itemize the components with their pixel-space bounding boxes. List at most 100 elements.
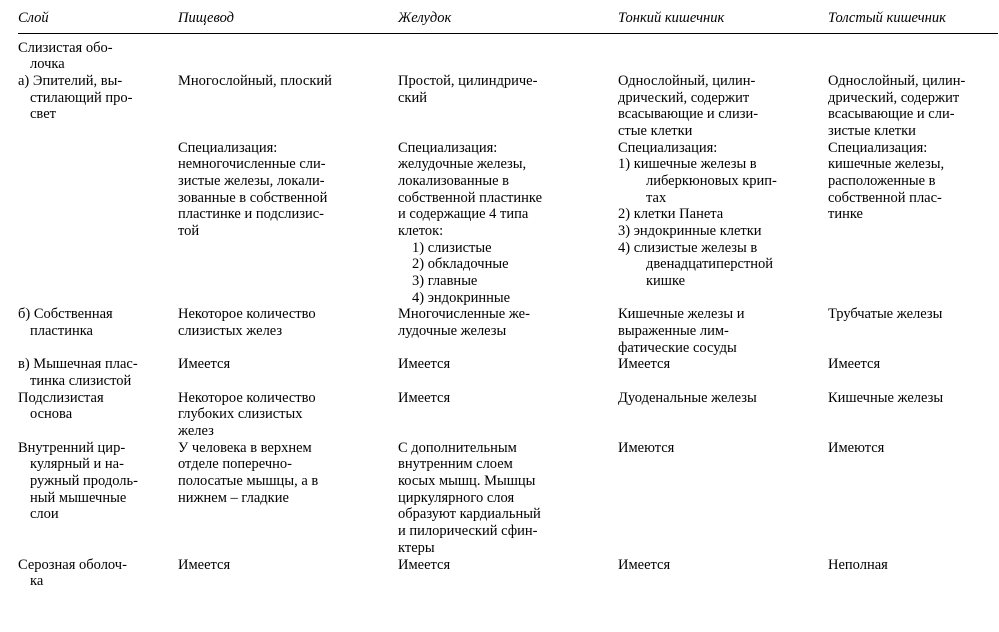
row-serosa: Серозная оболоч- ка Имеется Имеется Имее… — [18, 557, 998, 590]
text: желудочные железы, — [398, 156, 610, 173]
cell-large-intestine: Однослойный, цилин- дрический, содержит … — [828, 73, 998, 140]
text: зистые железы, локали- — [178, 173, 390, 190]
text: С дополнительным — [398, 440, 610, 457]
cell-layer: б) Собственная пластинка — [18, 306, 178, 356]
text: циркулярного слоя — [398, 490, 610, 507]
text: той — [178, 223, 390, 240]
text: пластинке и подслизис- — [178, 206, 390, 223]
text: 4) слизистые железы в — [618, 240, 820, 257]
cell-large-intestine: Трубчатые железы — [828, 306, 998, 356]
text: зистые клетки — [828, 123, 990, 140]
cell-large-intestine: Имеются — [828, 440, 998, 557]
text: Специализация: — [178, 140, 390, 157]
cell-small-intestine: Имеется — [618, 356, 828, 389]
cell-small-intestine: Дуоденальные железы — [618, 390, 828, 440]
text: зованные в собственной — [178, 190, 390, 207]
cell-large-intestine: Кишечные железы — [828, 390, 998, 440]
cell-esophagus: Многослойный, плоский — [178, 73, 398, 140]
text: собственной пластинке — [398, 190, 610, 207]
text: лудочные железы — [398, 323, 610, 340]
cell-stomach: Имеется — [398, 557, 618, 590]
cell-stomach: Многочисленные же- лудочные железы — [398, 306, 618, 356]
text: всасывающие и сли- — [828, 106, 990, 123]
text: Специализация: — [398, 140, 610, 157]
text: кишке — [618, 273, 820, 290]
text: собственной плас- — [828, 190, 990, 207]
text: немногочисленные сли- — [178, 156, 390, 173]
text: Некоторое количество — [178, 306, 390, 323]
text: локализованные в — [398, 173, 610, 190]
text: ктеры — [398, 540, 610, 557]
text: 2) обкладочные — [398, 256, 610, 273]
header-small-intestine: Тонкий кишечник — [618, 8, 828, 33]
text: Простой, цилиндриче- — [398, 73, 610, 90]
cell-large-intestine: Имеется — [828, 356, 998, 389]
row-muscle-layers: Внутренний цир- кулярный и на- ружный пр… — [18, 440, 998, 557]
text: лочка — [18, 56, 170, 73]
row-submucosa: Подслизистая основа Некоторое количество… — [18, 390, 998, 440]
cell-layer: а) Эпителий, вы- стилающий про- свет — [18, 73, 178, 140]
text: ский — [398, 90, 610, 107]
cell-stomach: С дополнительным внутренним слоем косых … — [398, 440, 618, 557]
document-page: Слой Пищевод Желудок Тонкий кишечник Тол… — [0, 0, 999, 632]
header-stomach: Желудок — [398, 8, 618, 33]
text: внутренним слоем — [398, 456, 610, 473]
cell-esophagus: Специализация: немногочисленные сли- зис… — [178, 140, 398, 307]
text: 2) клетки Панета — [618, 206, 820, 223]
text: дрический, содержит — [618, 90, 820, 107]
row-mucosa-title: Слизистая обо- лочка — [18, 40, 998, 73]
text: клеток: — [398, 223, 610, 240]
text: кишечные железы, — [828, 156, 990, 173]
text: всасывающие и слизи- — [618, 106, 820, 123]
cell-layer: в) Мышечная плас- тинка слизистой — [18, 356, 178, 389]
row-muscularis-mucosae: в) Мышечная плас- тинка слизистой Имеетс… — [18, 356, 998, 389]
text: косых мышц. Мышцы — [398, 473, 610, 490]
text: и содержащие 4 типа — [398, 206, 610, 223]
cell-small-intestine: Имеются — [618, 440, 828, 557]
text: слои — [18, 506, 170, 523]
text: Слизистая обо- — [18, 40, 170, 57]
text: стые клетки — [618, 123, 820, 140]
text: двенадцатиперстной — [618, 256, 820, 273]
cell-stomach: Имеется — [398, 390, 618, 440]
text: расположенные в — [828, 173, 990, 190]
cell-esophagus: Имеется — [178, 557, 398, 590]
text: фатические сосуды — [618, 340, 820, 357]
text: Подслизистая — [18, 390, 170, 407]
header-large-intestine: Толстый кишечник — [828, 8, 998, 33]
cell-esophagus: Имеется — [178, 356, 398, 389]
cell-layer: Внутренний цир- кулярный и на- ружный пр… — [18, 440, 178, 557]
text: в) Мышечная плас- — [18, 356, 170, 373]
text: Специализация: — [618, 140, 820, 157]
text: свет — [18, 106, 170, 123]
text: 3) эндокринные клетки — [618, 223, 820, 240]
cell-stomach: Имеется — [398, 356, 618, 389]
text: У человека в верхнем — [178, 440, 390, 457]
text: Многослойный, плоский — [178, 73, 390, 90]
cell-small-intestine: Кишечные железы и выраженные лим- фатиче… — [618, 306, 828, 356]
cell-small-intestine: Имеется — [618, 557, 828, 590]
row-epithelium: а) Эпителий, вы- стилающий про- свет Мно… — [18, 73, 998, 140]
row-specialization: Специализация: немногочисленные сли- зис… — [18, 140, 998, 307]
cell-layer: Подслизистая основа — [18, 390, 178, 440]
cell-small-intestine: Однослойный, цилин- дрический, содержит … — [618, 73, 828, 140]
text: 1) слизистые — [398, 240, 610, 257]
text: ка — [18, 573, 170, 590]
text: дрический, содержит — [828, 90, 990, 107]
cell-esophagus: У человека в верхнем отделе поперечно- п… — [178, 440, 398, 557]
text: образуют кардиальный — [398, 506, 610, 523]
cell-esophagus: Некоторое количество глубоких слизистых … — [178, 390, 398, 440]
cell-esophagus: Некоторое количество слизистых желез — [178, 306, 398, 356]
text: тинка слизистой — [18, 373, 170, 390]
text: основа — [18, 406, 170, 423]
text: Многочисленные же- — [398, 306, 610, 323]
text: 4) эндокринные — [398, 290, 610, 307]
cell-stomach: Простой, цилиндриче- ский — [398, 73, 618, 140]
text: кулярный и на- — [18, 456, 170, 473]
header-esophagus: Пищевод — [178, 8, 398, 33]
text: нижнем – гладкие — [178, 490, 390, 507]
cell-layer: Слизистая обо- лочка — [18, 40, 178, 73]
cell-large-intestine: Неполная — [828, 557, 998, 590]
text: а) Эпителий, вы- — [18, 73, 170, 90]
text: либеркюновых крип- — [618, 173, 820, 190]
